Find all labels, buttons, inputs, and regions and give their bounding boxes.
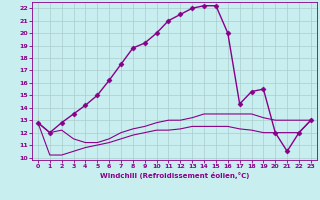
X-axis label: Windchill (Refroidissement éolien,°C): Windchill (Refroidissement éolien,°C) [100, 172, 249, 179]
